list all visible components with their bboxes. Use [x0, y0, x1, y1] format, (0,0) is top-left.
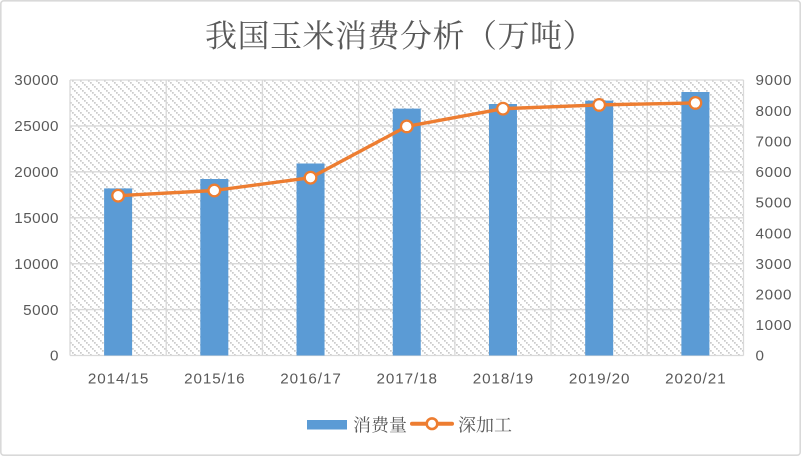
svg-text:25000: 25000	[14, 118, 58, 135]
svg-text:2014/15: 2014/15	[88, 371, 149, 388]
svg-text:5000: 5000	[756, 195, 792, 212]
svg-text:2016/17: 2016/17	[280, 371, 341, 388]
svg-text:1000: 1000	[756, 317, 792, 334]
svg-text:15000: 15000	[14, 210, 58, 227]
svg-text:3000: 3000	[756, 256, 792, 273]
svg-text:9000: 9000	[756, 72, 792, 89]
svg-text:2018/19: 2018/19	[473, 371, 533, 388]
svg-text:7000: 7000	[756, 133, 792, 150]
svg-text:2020/21: 2020/21	[665, 371, 726, 388]
svg-text:8000: 8000	[756, 103, 792, 120]
svg-text:0: 0	[50, 348, 58, 365]
svg-text:2019/20: 2019/20	[569, 371, 630, 388]
svg-text:2017/18: 2017/18	[377, 371, 438, 388]
svg-text:4000: 4000	[756, 225, 792, 242]
svg-text:0: 0	[756, 348, 764, 365]
svg-text:10000: 10000	[14, 256, 58, 273]
svg-text:6000: 6000	[756, 164, 792, 181]
svg-text:30000: 30000	[14, 72, 58, 89]
svg-text:2000: 2000	[756, 286, 792, 303]
svg-text:20000: 20000	[14, 164, 58, 181]
svg-text:5000: 5000	[23, 302, 58, 319]
svg-text:2015/16: 2015/16	[184, 371, 245, 388]
